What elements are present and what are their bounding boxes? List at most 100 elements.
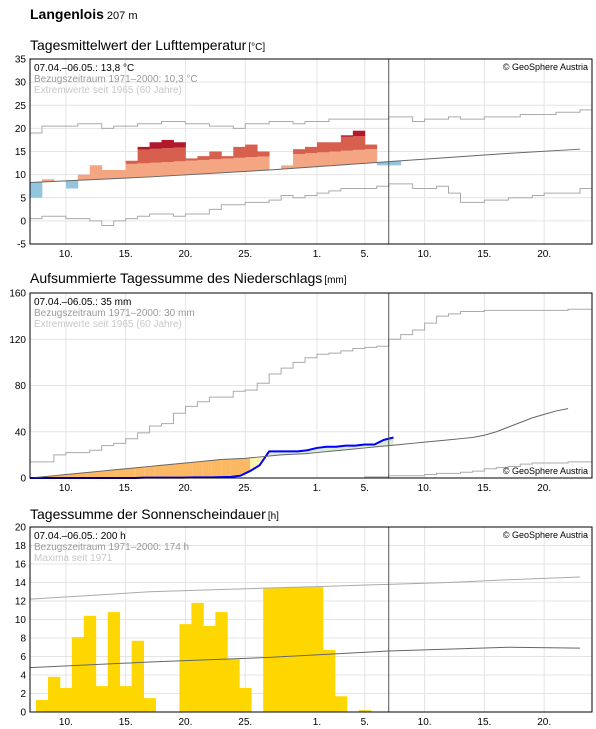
precip-info-0: 07.04.–06.05.: 35 mm [34,297,131,308]
sun-xtick-3: 25. [238,717,252,728]
sun-info-0: 07.04.–06.05.: 200 h [34,531,126,542]
sun-bar-20 [275,588,288,712]
temp-extreme-max-line [30,109,592,134]
precip-diff-fill-21 [230,458,241,477]
sun-ytick-1: 2 [20,689,26,700]
temp-bar-above-4 [77,174,91,180]
temp-xtick-6: 10. [418,249,432,260]
sun-info-2: Maxima seit 1971 [34,553,113,564]
precip-diff-fill-6 [87,471,97,478]
precip-diff-fill-16 [183,462,193,478]
station-name: Langenlois [30,6,104,22]
temp-bar-warm-27 [352,136,366,150]
sun-ytick-8: 16 [15,560,27,571]
temp-bar-above-14 [197,159,210,174]
precip-diff-fill-31 [326,446,337,452]
sun-bar-0 [35,699,49,712]
temperature-chart-title: Tagesmittelwert der Lufttemperatur [°C] [30,37,266,53]
precip-xtick-3: 25. [238,483,252,494]
sunshine-chart-title: Tagessumme der Sonnenscheindauer [h] [30,506,279,522]
temp-bar-above-25 [328,151,342,166]
sun-bar-13 [191,602,204,712]
temp-ytick-3: 10 [15,170,27,181]
temp-bar-above-11 [161,162,174,176]
sun-bar-6 [107,612,121,712]
precip-diff-fill-23 [250,456,260,472]
temp-bar-warm-18 [245,144,258,158]
temp-bar-below-3 [65,180,79,189]
temp-info-1: Bezugszeitraum 1971–2000: 10,3 °C [34,74,198,85]
precip-ytick-3: 120 [9,335,26,346]
precip-copyright: © GeoSphere Austria [503,466,588,476]
temp-bar-warm-11 [161,148,174,163]
sun-ytick-4: 8 [20,634,26,645]
temp-bar-warm-26 [340,136,354,151]
temp-bar-above-13 [185,160,198,175]
precip-xtick-2: 20. [178,483,192,494]
temp-bar-above-26 [340,150,354,165]
temp-bar-warm-9 [137,149,150,164]
sun-bar-23 [311,587,324,712]
sun-xtick-7: 15. [477,717,491,728]
sun-ytick-0: 0 [20,708,26,719]
temp-bar-above-12 [173,161,186,176]
sun-bar-16 [227,659,240,712]
sun-bar-14 [203,625,216,712]
sun-xtick-4: 1. [313,717,321,728]
temp-bar-warm-8 [125,160,139,164]
sun-info-1: Bezugszeitraum 1971–2000: 174 h [34,542,189,553]
precipitation-unit: [mm] [324,275,347,286]
temp-bar-above-28 [364,149,378,163]
sun-copyright: © GeoSphere Austria [503,530,588,540]
precip-xtick-0: 10. [59,483,73,494]
temp-xtick-1: 15. [119,249,133,260]
temp-bar-warm-23 [305,146,318,154]
temp-bar-warm-19 [257,151,270,157]
sun-ytick-2: 4 [20,671,26,682]
temp-ytick-4: 15 [15,147,27,158]
precip-diff-fill-7 [96,470,107,478]
precip-ytick-0: 0 [20,474,26,485]
temp-bar-below-0 [30,182,43,198]
temp-normal-line [29,148,581,183]
precip-ytick-2: 80 [15,381,27,392]
temp-xtick-7: 15. [477,249,491,260]
sun-xtick-5: 5. [361,717,369,728]
sun-bar-22 [299,587,312,712]
temp-bar-above-6 [101,170,115,179]
temp-bar-warm-17 [233,146,246,158]
sun-bar-9 [143,698,156,712]
precip-extreme-max-line [30,308,592,463]
sun-bar-2 [59,687,73,712]
temp-bar-above-16 [221,158,234,173]
precip-ytick-4: 160 [9,289,26,300]
precip-diff-fill-13 [154,465,164,478]
temp-bar-warm-16 [221,156,234,159]
temp-ytick-1: 0 [20,216,26,227]
temp-ytick-2: 5 [20,193,26,204]
precip-diff-fill-17 [192,461,203,478]
temp-bar-above-17 [233,157,246,172]
precip-diff-fill-12 [144,465,155,478]
temp-bar-record-10 [149,142,162,149]
sun-xtick-8: 20. [537,717,551,728]
temp-bar-above-15 [209,159,222,174]
sun-bar-5 [95,686,109,712]
temp-info-2: Extremwerte seit 1965 (60 Jahre) [34,85,182,96]
temp-bar-warm-13 [185,158,198,161]
station-header: Langenlois 207 m [30,6,137,22]
temp-ytick-5: 20 [15,124,27,135]
temp-copyright: © GeoSphere Austria [503,62,588,72]
temp-bar-record-11 [161,139,174,149]
precip-xtick-1: 15. [119,483,133,494]
temp-bar-warm-22 [293,149,306,155]
temp-xtick-3: 25. [238,249,252,260]
precip-xtick-6: 10. [418,483,432,494]
sun-bar-25 [334,696,348,712]
temp-xtick-8: 20. [537,249,551,260]
precip-diff-fill-15 [173,463,184,478]
sun-bar-24 [322,650,336,712]
temp-xtick-2: 20. [178,249,192,260]
temp-bar-above-21 [281,165,294,169]
